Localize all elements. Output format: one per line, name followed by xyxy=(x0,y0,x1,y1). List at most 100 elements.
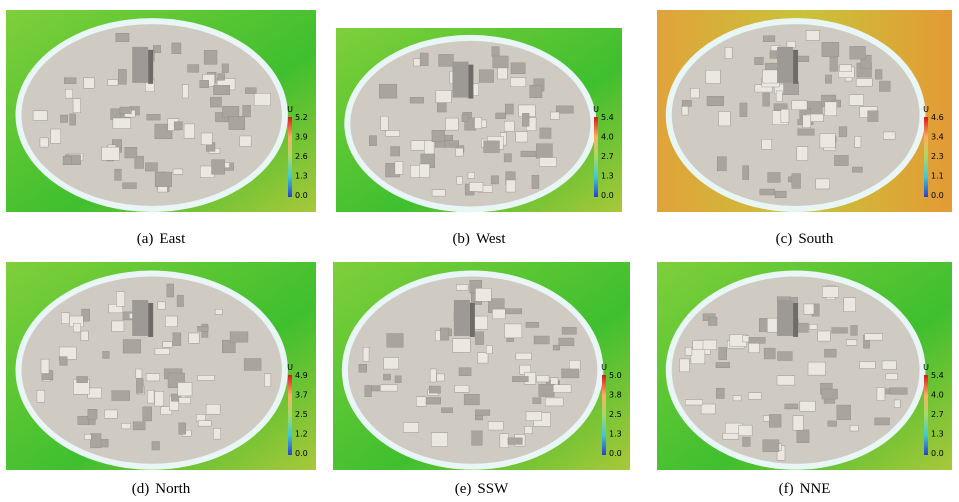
building xyxy=(197,375,215,381)
building xyxy=(684,347,693,356)
building xyxy=(147,390,155,404)
building xyxy=(742,436,751,447)
building xyxy=(61,312,70,324)
building xyxy=(124,147,138,159)
building xyxy=(478,69,494,83)
building xyxy=(860,55,872,69)
tower xyxy=(453,299,470,336)
building xyxy=(822,286,839,298)
building xyxy=(769,414,782,428)
city-area xyxy=(671,276,920,464)
building xyxy=(76,376,88,383)
building xyxy=(690,88,700,99)
building xyxy=(69,113,76,126)
tower-face xyxy=(793,302,799,337)
building xyxy=(444,140,460,148)
building xyxy=(556,105,574,114)
building xyxy=(157,301,166,310)
building xyxy=(799,400,816,412)
building xyxy=(437,102,447,113)
building xyxy=(827,420,837,427)
building xyxy=(515,352,532,360)
building xyxy=(792,415,804,431)
caption-label: (a) xyxy=(137,231,154,247)
colorbar-tick-label: 2.6 xyxy=(295,152,308,161)
building xyxy=(802,114,812,128)
building xyxy=(762,92,770,107)
building xyxy=(64,88,73,99)
building xyxy=(154,348,170,355)
building xyxy=(114,168,122,181)
building xyxy=(777,351,793,361)
colorbar-tick-label: 4.0 xyxy=(601,133,614,142)
building xyxy=(821,388,838,400)
building xyxy=(883,131,896,140)
colorbar xyxy=(288,117,292,197)
building xyxy=(438,54,454,67)
building xyxy=(409,97,424,104)
building xyxy=(767,317,778,333)
building xyxy=(431,189,446,197)
building xyxy=(221,63,229,73)
caption: (a) East xyxy=(137,231,186,247)
building xyxy=(205,404,221,415)
building xyxy=(839,64,852,72)
colorbar xyxy=(924,117,928,197)
building xyxy=(515,131,528,143)
building xyxy=(491,46,500,57)
building xyxy=(456,176,463,185)
building xyxy=(748,337,766,344)
building xyxy=(776,375,795,386)
building xyxy=(210,96,222,108)
building xyxy=(531,175,540,189)
building xyxy=(60,114,69,123)
building xyxy=(503,153,512,163)
building xyxy=(385,130,400,137)
building xyxy=(142,406,153,422)
building xyxy=(522,113,530,127)
colorbar-tick-label: 0.0 xyxy=(601,191,614,200)
building xyxy=(178,397,191,405)
colorbar-tick-label: 5.0 xyxy=(609,371,622,380)
building xyxy=(762,35,776,42)
colorbar-tick-label: 2.5 xyxy=(295,410,308,419)
building xyxy=(784,403,799,410)
building xyxy=(524,426,533,434)
building xyxy=(852,166,863,173)
colorbar-tick-label: 0.0 xyxy=(609,449,622,458)
building xyxy=(854,136,862,148)
colorbar xyxy=(602,375,606,455)
building xyxy=(483,140,500,153)
building xyxy=(228,116,246,130)
building xyxy=(245,87,257,94)
building xyxy=(803,303,815,315)
tower-face xyxy=(148,302,154,337)
colorbar-title: U xyxy=(287,363,293,372)
building xyxy=(471,430,483,446)
building xyxy=(469,182,484,192)
building xyxy=(183,123,195,139)
building xyxy=(39,137,49,148)
building xyxy=(722,433,739,440)
building xyxy=(243,358,262,371)
tower xyxy=(132,299,149,336)
building xyxy=(879,80,891,92)
building xyxy=(490,175,499,185)
building xyxy=(702,339,717,350)
building xyxy=(154,391,165,407)
colorbar xyxy=(288,375,292,455)
building xyxy=(211,159,225,175)
building xyxy=(474,117,482,129)
building xyxy=(864,333,883,341)
building xyxy=(177,382,193,397)
colorbar-tick-label: 5.4 xyxy=(931,371,944,380)
building xyxy=(84,434,92,440)
building xyxy=(394,161,404,175)
building xyxy=(475,409,491,416)
tower-face xyxy=(468,64,474,99)
building xyxy=(135,368,143,379)
building xyxy=(705,69,721,84)
building xyxy=(679,358,690,373)
colorbar-tick-label: 0.0 xyxy=(295,191,308,200)
building xyxy=(742,165,750,180)
